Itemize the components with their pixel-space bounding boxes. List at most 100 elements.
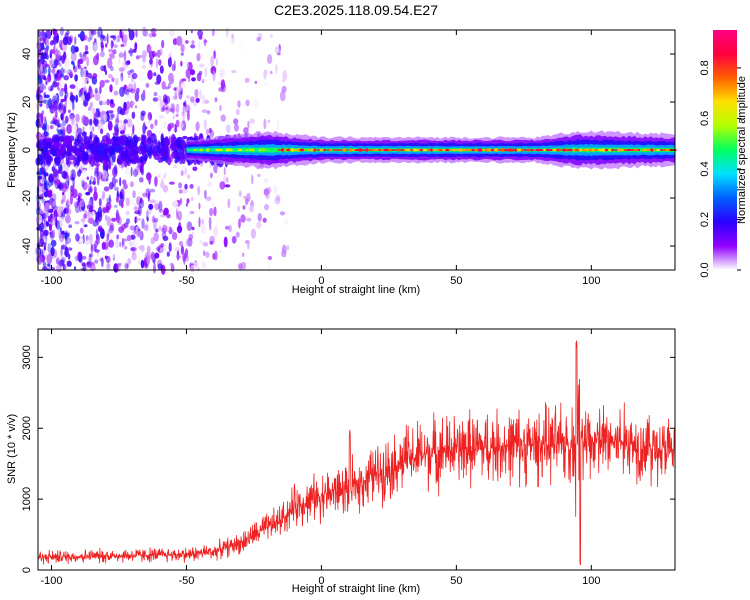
noise-speckle	[46, 156, 50, 165]
noise-speckle	[130, 166, 133, 177]
noise-speckle	[87, 37, 91, 42]
noise-speckle	[57, 168, 61, 174]
signal-band-peak	[493, 148, 499, 152]
noise-speckle	[215, 58, 218, 67]
noise-speckle	[262, 217, 267, 223]
noise-speckle	[265, 190, 270, 200]
noise-speckle	[100, 51, 105, 58]
x-tick-label: -50	[179, 575, 195, 587]
noise-speckle	[115, 212, 120, 224]
signal-band-peak	[543, 149, 547, 151]
noise-speckle	[123, 222, 129, 229]
noise-speckle	[213, 206, 217, 217]
noise-speckle	[157, 263, 164, 271]
signal-band-peak	[265, 148, 268, 152]
signal-band-peak	[584, 148, 590, 152]
noise-speckle	[117, 262, 122, 267]
noise-speckle	[143, 29, 148, 37]
noise-speckle	[141, 26, 147, 37]
noise-speckle	[88, 106, 91, 112]
noise-speckle	[96, 52, 100, 61]
noise-speckle	[74, 36, 77, 45]
noise-speckle	[140, 259, 145, 269]
noise-speckle	[263, 118, 267, 130]
noise-speckle	[132, 144, 139, 156]
noise-speckle	[64, 246, 69, 258]
noise-speckle	[115, 238, 119, 249]
snr-frame	[37, 328, 676, 571]
noise-speckle	[66, 36, 72, 45]
x-tick-label: 0	[318, 275, 324, 287]
x-tick-label: 50	[450, 575, 462, 587]
noise-speckle	[43, 229, 49, 236]
noise-speckle	[154, 119, 158, 126]
signal-band-peak	[206, 148, 210, 152]
noise-speckle	[127, 70, 132, 75]
signal-band-peak	[284, 148, 288, 152]
noise-speckle	[237, 100, 241, 108]
noise-speckle	[191, 226, 195, 231]
noise-speckle	[226, 176, 229, 183]
noise-speckle	[268, 263, 271, 270]
noise-speckle	[61, 120, 67, 127]
noise-speckle	[50, 230, 55, 242]
noise-speckle	[269, 34, 273, 38]
noise-speckle	[273, 185, 278, 195]
signal-band-peak	[202, 148, 207, 152]
noise-speckle	[78, 33, 81, 38]
noise-speckle	[170, 50, 174, 54]
noise-speckle	[198, 216, 201, 228]
noise-speckle	[97, 144, 105, 157]
signal-band-peak	[234, 148, 240, 152]
signal-band-peak	[426, 148, 430, 152]
noise-speckle	[88, 200, 93, 206]
noise-speckle	[47, 243, 51, 253]
noise-speckle	[218, 78, 221, 86]
noise-speckle	[100, 65, 106, 72]
signal-band-peak	[482, 148, 485, 152]
noise-speckle	[209, 224, 212, 231]
noise-speckle	[205, 251, 210, 258]
noise-speckle	[49, 223, 52, 232]
signal-band-peak	[568, 148, 574, 152]
noise-speckle	[146, 245, 151, 254]
noise-speckle	[171, 151, 178, 159]
signal-band-peak	[497, 149, 502, 151]
noise-speckle	[98, 227, 103, 233]
noise-speckle	[55, 190, 61, 199]
noise-speckle	[228, 225, 232, 232]
noise-speckle	[155, 236, 159, 246]
noise-speckle	[97, 211, 103, 222]
noise-speckle	[86, 261, 92, 268]
signal-band-peak	[530, 148, 534, 152]
spectrogram-noise-speckles	[35, 26, 290, 275]
noise-speckle	[101, 257, 104, 268]
signal-band-peak	[417, 148, 421, 152]
signal-band-peak	[378, 148, 382, 152]
noise-speckle	[82, 169, 87, 175]
noise-speckle	[141, 218, 145, 229]
noise-speckle	[209, 163, 212, 168]
y-tick-label: 20	[21, 96, 33, 108]
y-tick-label: 2000	[21, 416, 33, 440]
noise-speckle	[40, 224, 46, 228]
noise-speckle	[220, 43, 226, 50]
signal-band-peak	[634, 148, 638, 152]
noise-speckle	[132, 124, 135, 135]
noise-speckle	[170, 264, 175, 273]
noise-speckle	[135, 29, 138, 38]
noise-speckle	[237, 205, 240, 213]
noise-speckle	[83, 68, 86, 77]
noise-speckle	[60, 99, 63, 111]
signal-band-peak	[487, 148, 493, 152]
noise-speckle	[173, 60, 176, 71]
signal-band-peak	[195, 148, 201, 152]
noise-speckle	[180, 245, 184, 255]
noise-speckle	[69, 72, 74, 78]
noise-speckle	[56, 124, 60, 128]
noise-speckle	[86, 239, 92, 244]
y-tick-label: -40	[21, 238, 33, 254]
signal-band-peak	[458, 148, 463, 152]
noise-speckle	[170, 133, 176, 144]
noise-speckle	[63, 208, 68, 214]
